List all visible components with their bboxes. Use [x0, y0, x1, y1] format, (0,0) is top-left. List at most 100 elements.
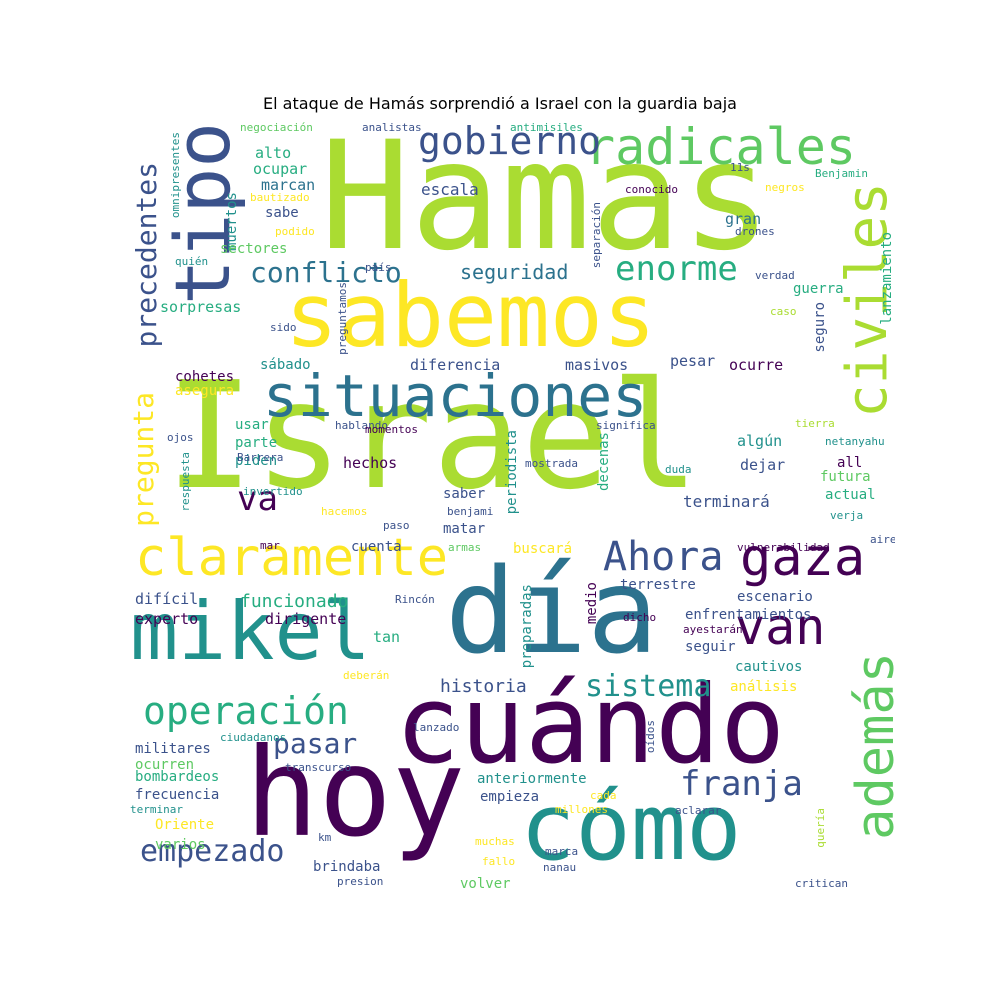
- word-140: marca: [545, 845, 579, 858]
- word-54: algún: [737, 432, 783, 450]
- word-111: ojos: [167, 431, 194, 444]
- word-144: critican: [795, 877, 848, 890]
- word-24: franja: [680, 764, 803, 804]
- word-105: caso: [770, 305, 797, 318]
- word-21: precedentes: [130, 162, 163, 348]
- figure-title: El ataque de Hamás sorprendió a Israel c…: [263, 94, 737, 113]
- word-135: terminar: [130, 803, 183, 816]
- word-32: alto: [255, 144, 292, 162]
- word-126: dicho: [623, 611, 657, 624]
- word-10: radicales: [585, 122, 856, 176]
- word-84: anteriormente: [477, 771, 587, 787]
- word-123: vulnerabilidad: [737, 541, 830, 554]
- word-11: claramente: [135, 528, 449, 588]
- word-80: bombardeos: [135, 769, 220, 785]
- word-66: terrestre: [620, 577, 696, 593]
- word-3: día: [445, 542, 659, 680]
- word-2: sabemos: [285, 264, 656, 367]
- word-68: difícil: [135, 590, 199, 608]
- word-41: pesar: [670, 352, 716, 370]
- word-34: marcan: [261, 176, 316, 194]
- word-55: dejar: [740, 456, 786, 474]
- word-76: cautivos: [735, 659, 803, 675]
- word-70: dirigente: [265, 610, 347, 628]
- word-27: va: [237, 479, 278, 519]
- word-129: lanzado: [413, 721, 460, 734]
- word-97: país: [365, 261, 392, 274]
- word-81: frecuencia: [135, 787, 220, 803]
- word-75: seguir: [685, 639, 736, 655]
- word-77: análisis: [730, 679, 798, 695]
- word-137: quería: [814, 808, 827, 848]
- word-29: funcionado: [240, 591, 349, 612]
- word-142: nanau: [543, 861, 577, 874]
- word-131: oídos: [644, 720, 657, 754]
- word-69: experto: [135, 610, 199, 628]
- word-65: buscará: [513, 541, 573, 557]
- word-9: situaciones: [263, 362, 648, 430]
- word-72: preparadas: [519, 584, 535, 669]
- word-48: seguro: [812, 302, 828, 353]
- word-45: asegura: [175, 383, 235, 399]
- word-132: transcurso: [285, 761, 352, 774]
- word-0: Hamas: [320, 122, 772, 284]
- word-62: periodista: [504, 430, 520, 515]
- word-115: hacemos: [321, 505, 368, 518]
- word-125: Rincón: [395, 593, 435, 606]
- word-138: km: [318, 831, 332, 844]
- word-143: presion: [337, 875, 384, 888]
- word-141: fallo: [482, 855, 516, 868]
- word-73: medio: [584, 582, 600, 625]
- word-47: guerra: [793, 281, 844, 297]
- word-93: podido: [275, 225, 315, 238]
- word-101: Benjamin: [815, 167, 868, 180]
- word-110: netanyahu: [825, 435, 885, 448]
- word-67: escenario: [737, 589, 813, 605]
- word-1: Israel: [165, 350, 700, 522]
- word-128: deberán: [343, 669, 390, 682]
- word-59: saber: [443, 486, 486, 502]
- word-6: cómo: [520, 774, 742, 881]
- word-103: drones: [735, 225, 775, 238]
- word-118: benjami: [447, 505, 494, 518]
- word-88: negociación: [240, 122, 313, 134]
- word-133: cada: [590, 789, 617, 802]
- word-42: ocurre: [729, 356, 784, 374]
- word-112: respuesta: [179, 452, 192, 512]
- word-109: tierra: [795, 417, 835, 430]
- word-139: muchas: [475, 835, 515, 848]
- word-63: decenas: [596, 432, 612, 492]
- word-20: conflicto: [250, 256, 402, 289]
- word-99: conocido: [625, 183, 678, 196]
- word-127: ayestarán: [683, 623, 743, 636]
- word-78: militares: [135, 741, 211, 757]
- word-108: significa: [596, 419, 656, 432]
- word-57: futura: [820, 469, 871, 485]
- word-96: preguntamos: [336, 282, 349, 355]
- word-39: diferencia: [410, 356, 501, 374]
- word-40: masivos: [565, 356, 629, 374]
- word-100: 11s: [730, 161, 750, 174]
- word-91: omnipresentes: [169, 132, 182, 219]
- word-134: millones: [555, 803, 608, 816]
- word-49: lanzamiento: [879, 232, 895, 325]
- word-113: Barrera: [237, 451, 284, 464]
- word-117: duda: [665, 463, 692, 476]
- word-43: sábado: [260, 357, 311, 373]
- word-106: hablando: [335, 419, 388, 432]
- word-17: operación: [143, 689, 349, 733]
- word-94: quién: [175, 255, 209, 268]
- word-119: verja: [830, 509, 864, 522]
- word-98: separación: [590, 202, 603, 269]
- word-79: ocurren: [135, 757, 195, 773]
- word-51: parte: [235, 435, 278, 451]
- word-116: mostrada: [525, 457, 578, 470]
- word-23: sistema: [585, 669, 712, 704]
- word-13: van: [735, 598, 826, 656]
- word-38: sorpresas: [160, 298, 242, 316]
- word-87: volver: [460, 876, 511, 892]
- word-18: Ahora: [603, 534, 724, 580]
- word-102: negros: [765, 181, 805, 194]
- word-19: enorme: [615, 249, 738, 289]
- word-cloud: Hamas Israel sabemos día cuándo hoy cómo mikel t…: [125, 122, 895, 892]
